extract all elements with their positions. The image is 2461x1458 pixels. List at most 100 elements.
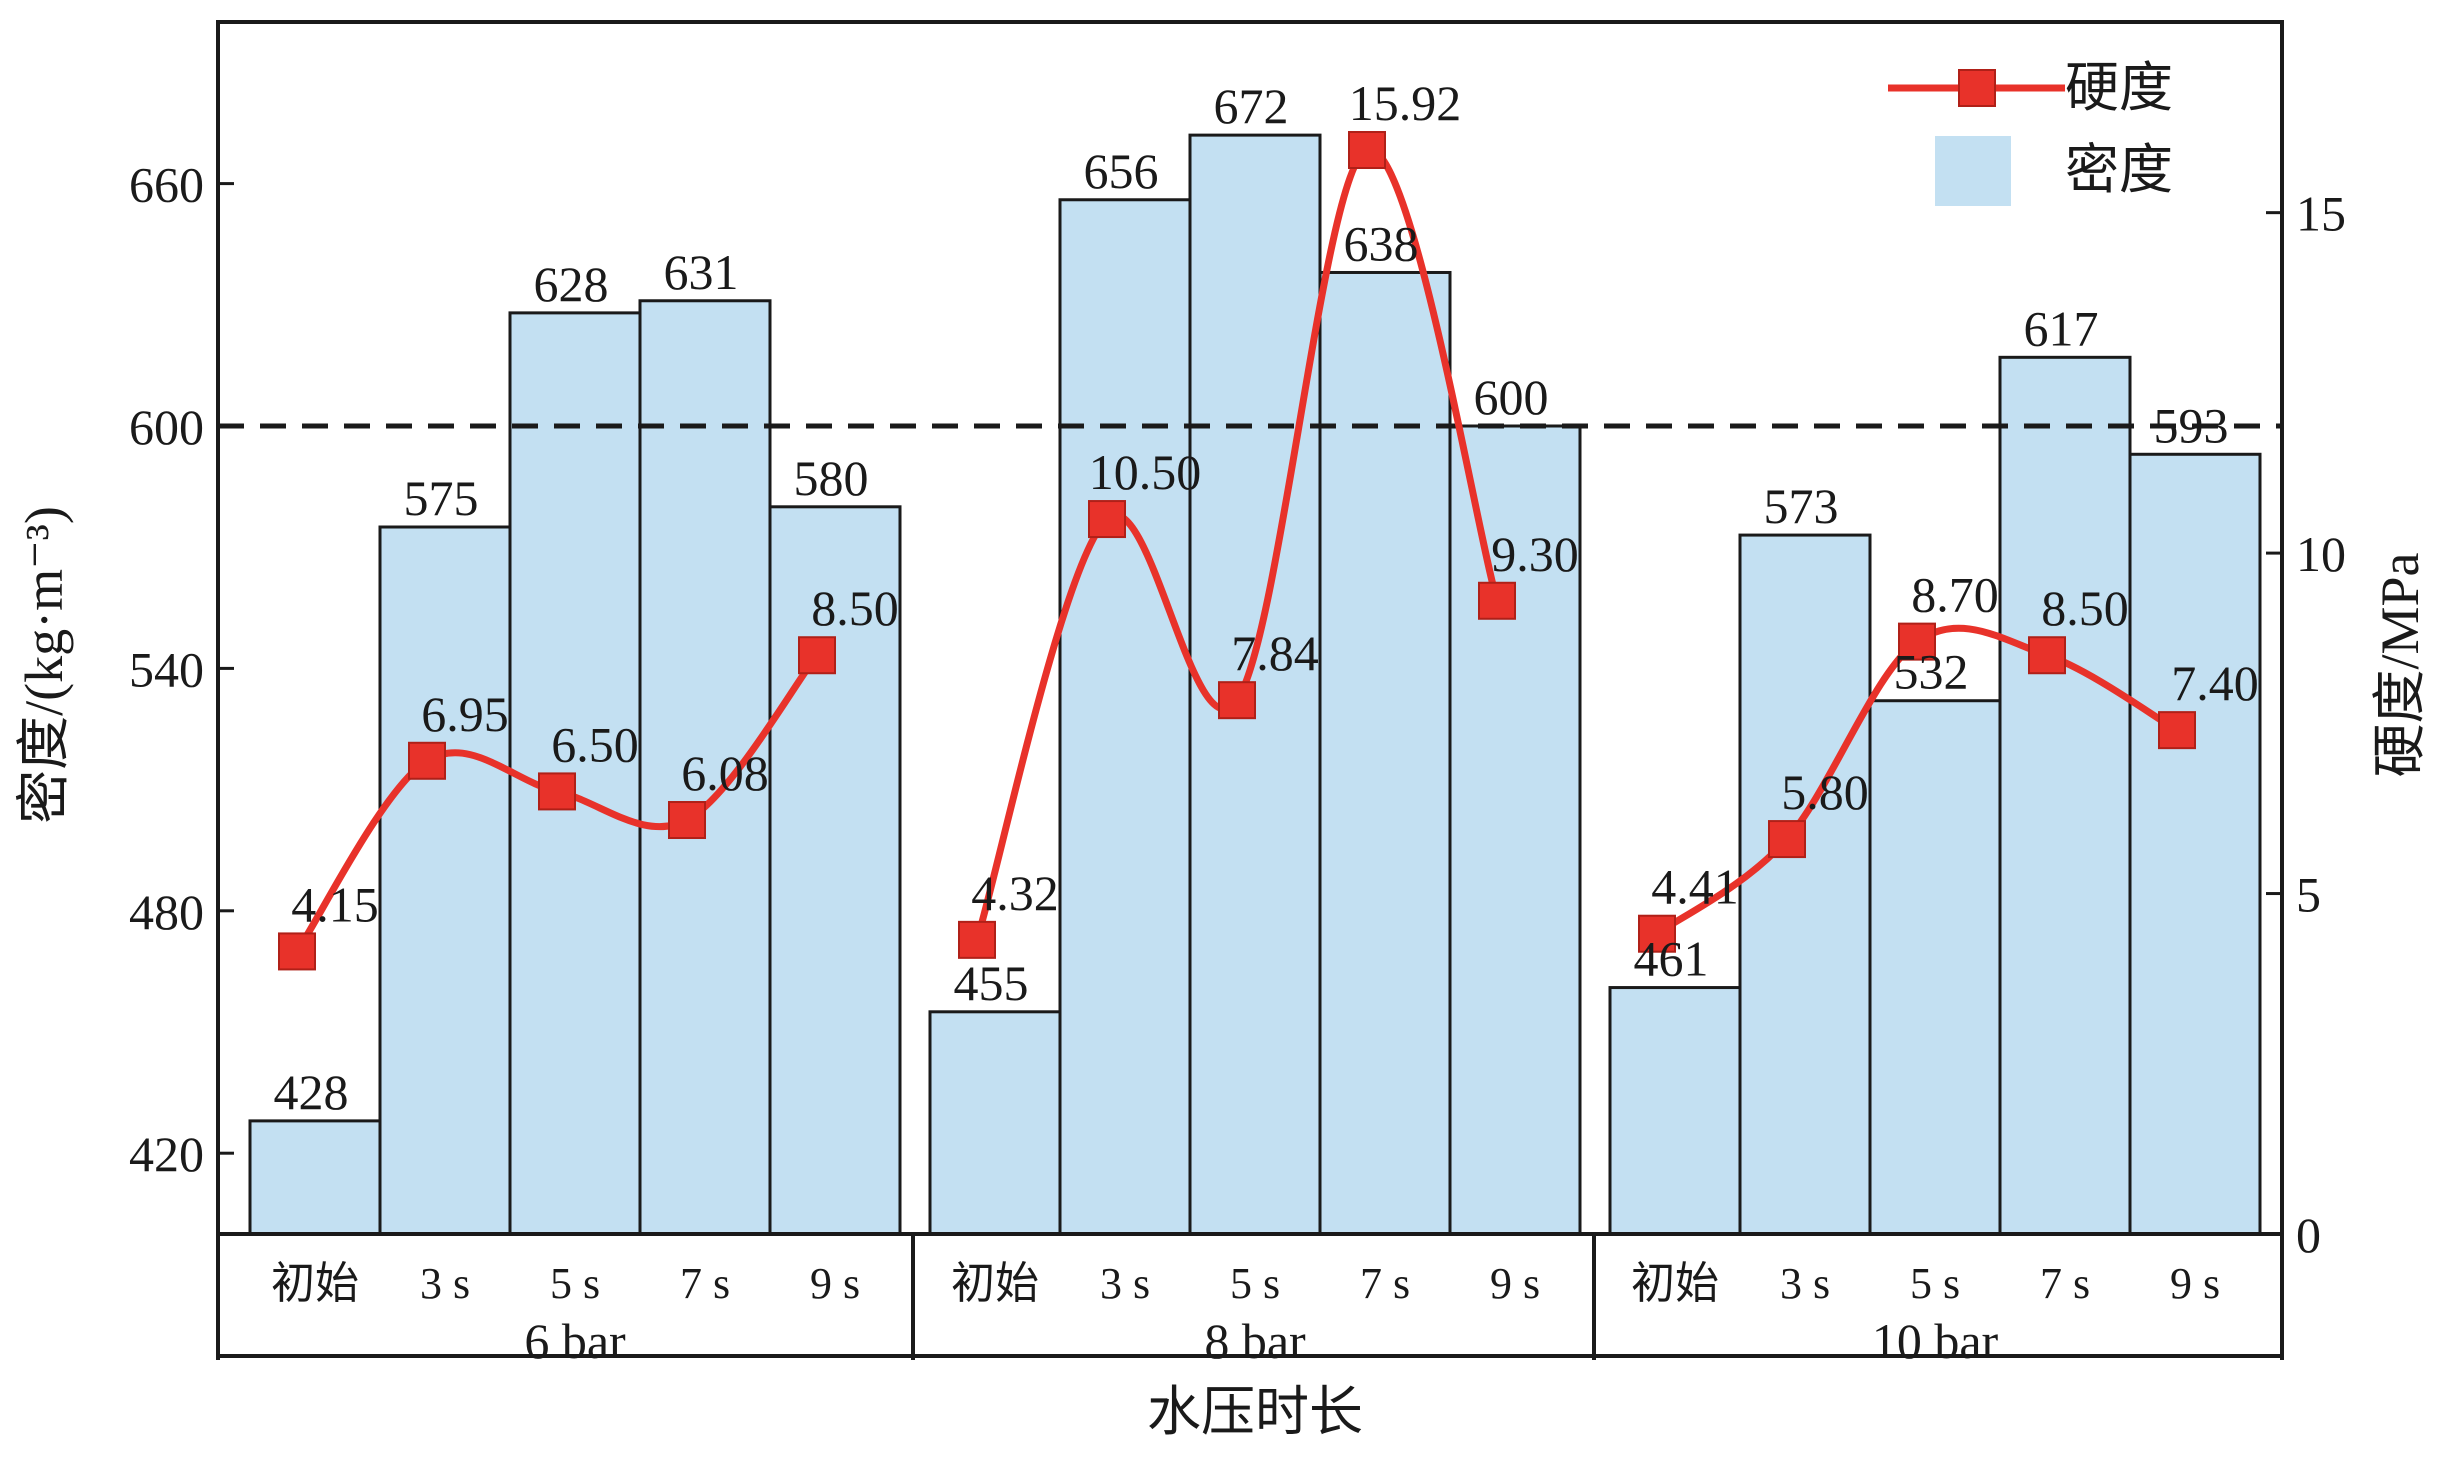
y-right-tick-label: 0 — [2296, 1207, 2321, 1263]
density-value-label: 575 — [404, 470, 479, 526]
density-bar — [1868, 699, 2002, 1236]
hardness-value-label: 15.92 — [1349, 75, 1462, 131]
y-right-tick-label: 10 — [2296, 526, 2346, 582]
axes: 420 480 540 600 660 0 5 10 15 初始 3 s 5 s 7 s 9 s 6 bar… — [129, 157, 2346, 1369]
hardness-value-label: 6.08 — [681, 745, 769, 801]
y-left-tick-label: 420 — [129, 1126, 204, 1182]
data-labels: 428 575 628 631 580 455 656 672 638 600 461 573 532 6… — [274, 75, 2259, 1120]
density-bar — [2128, 452, 2262, 1236]
hardness-marker — [1638, 914, 1676, 953]
group-label: 6 bar — [524, 1313, 626, 1369]
hardness-marker — [538, 772, 576, 811]
hardness-line-layer — [278, 131, 2196, 971]
density-bar — [928, 1010, 1062, 1236]
hardness-value-label: 4.15 — [291, 876, 379, 932]
density-value-label: 573 — [1764, 478, 1839, 534]
density-value-label: 617 — [2024, 300, 2099, 356]
hardness-value-label: 8.70 — [1911, 567, 1999, 623]
x-tick-label: 初始 — [1631, 1259, 1719, 1308]
density-value-label: 672 — [1214, 78, 1289, 134]
hardness-marker — [1218, 681, 1256, 720]
legend-hardness-marker — [1958, 69, 1996, 107]
density-bar — [1608, 986, 1742, 1236]
hardness-marker — [958, 920, 996, 959]
hardness-value-label: 8.50 — [811, 580, 899, 636]
hardness-value-label: 7.40 — [2171, 655, 2259, 711]
density-bar — [768, 505, 902, 1236]
y-right-tick-label: 5 — [2296, 867, 2321, 923]
density-bars — [248, 133, 2262, 1236]
plot-frame — [216, 20, 2284, 1360]
group-label: 10 bar — [1872, 1313, 1999, 1369]
density-value-label: 461 — [1634, 931, 1709, 987]
x-tick-label: 7 s — [680, 1259, 730, 1308]
density-bar — [1738, 533, 1872, 1236]
density-value-label: 455 — [954, 955, 1029, 1011]
hardness-marker — [668, 801, 706, 840]
x-axis-title: 水压时长 — [1147, 1382, 1363, 1442]
density-value-label: 580 — [794, 450, 869, 506]
density-bar — [378, 525, 512, 1236]
y-left-tick-label: 540 — [129, 641, 204, 697]
x-tick-label: 5 s — [1910, 1259, 1960, 1308]
density-bar — [1448, 424, 1582, 1236]
density-bar — [1058, 198, 1192, 1236]
y-left-axis-title: 密度/(kg·m⁻³) — [14, 506, 74, 824]
density-bar — [248, 1119, 382, 1236]
x-tick-label: 初始 — [951, 1259, 1039, 1308]
density-value-label: 628 — [534, 256, 609, 312]
hardness-value-label: 10.50 — [1089, 444, 1202, 500]
hardness-value-label: 8.50 — [2041, 580, 2129, 636]
density-value-label: 532 — [1894, 644, 1969, 700]
x-tick-label: 9 s — [1490, 1259, 1540, 1308]
x-tick-label: 7 s — [2040, 1259, 2090, 1308]
hardness-value-label: 4.41 — [1651, 859, 1739, 915]
density-bar — [1998, 355, 2132, 1236]
y-right-axis-title: 硬度/MPa — [2370, 552, 2430, 777]
density-value-label: 428 — [274, 1064, 349, 1120]
density-value-label: 631 — [664, 244, 739, 300]
x-tick-label: 7 s — [1360, 1259, 1410, 1308]
density-bar — [1188, 133, 1322, 1236]
hardness-value-label: 9.30 — [1491, 526, 1579, 582]
density-value-label: 656 — [1084, 143, 1159, 199]
hardness-value-label: 4.32 — [971, 865, 1059, 921]
legend-hardness-label: 硬度 — [2065, 58, 2173, 118]
x-tick-label: 初始 — [271, 1259, 359, 1308]
x-tick-label: 3 s — [1100, 1259, 1150, 1308]
hardness-marker — [2158, 711, 2196, 750]
hardness-marker — [1088, 500, 1126, 539]
hardness-marker — [1898, 622, 1936, 661]
hardness-marker — [798, 636, 836, 675]
y-left-tick-label: 660 — [129, 157, 204, 213]
hardness-value-label: 5.80 — [1781, 764, 1869, 820]
plot-border — [216, 20, 2284, 1236]
x-tick-label: 5 s — [1230, 1259, 1280, 1308]
hardness-marker — [2028, 636, 2066, 675]
density-bar — [638, 299, 772, 1236]
hardness-marker — [278, 932, 316, 971]
legend-density-label: 密度 — [2065, 140, 2173, 200]
hardness-marker — [1768, 820, 1806, 859]
x-tick-label: 3 s — [1780, 1259, 1830, 1308]
legend-density-swatch — [1935, 136, 2011, 206]
hardness-value-label: 6.95 — [421, 686, 509, 742]
density-value-label: 593 — [2154, 397, 2229, 453]
x-tick-label: 5 s — [550, 1259, 600, 1308]
hardness-marker — [408, 741, 446, 780]
hardness-value-label: 7.84 — [1231, 625, 1319, 681]
y-left-tick-label: 600 — [129, 399, 204, 455]
density-bar — [1318, 270, 1452, 1236]
y-right-tick-label: 15 — [2296, 186, 2346, 242]
legend: 硬度 密度 — [1888, 58, 2173, 206]
density-value-label: 600 — [1474, 369, 1549, 425]
x-tick-label: 3 s — [420, 1259, 470, 1308]
hardness-marker — [1348, 131, 1386, 170]
x-tick-label: 9 s — [2170, 1259, 2220, 1308]
y-left-tick-label: 480 — [129, 884, 204, 940]
hardness-marker — [1478, 581, 1516, 620]
density-value-label: 638 — [1344, 215, 1419, 271]
group-label: 8 bar — [1204, 1313, 1306, 1369]
x-tick-label: 9 s — [810, 1259, 860, 1308]
